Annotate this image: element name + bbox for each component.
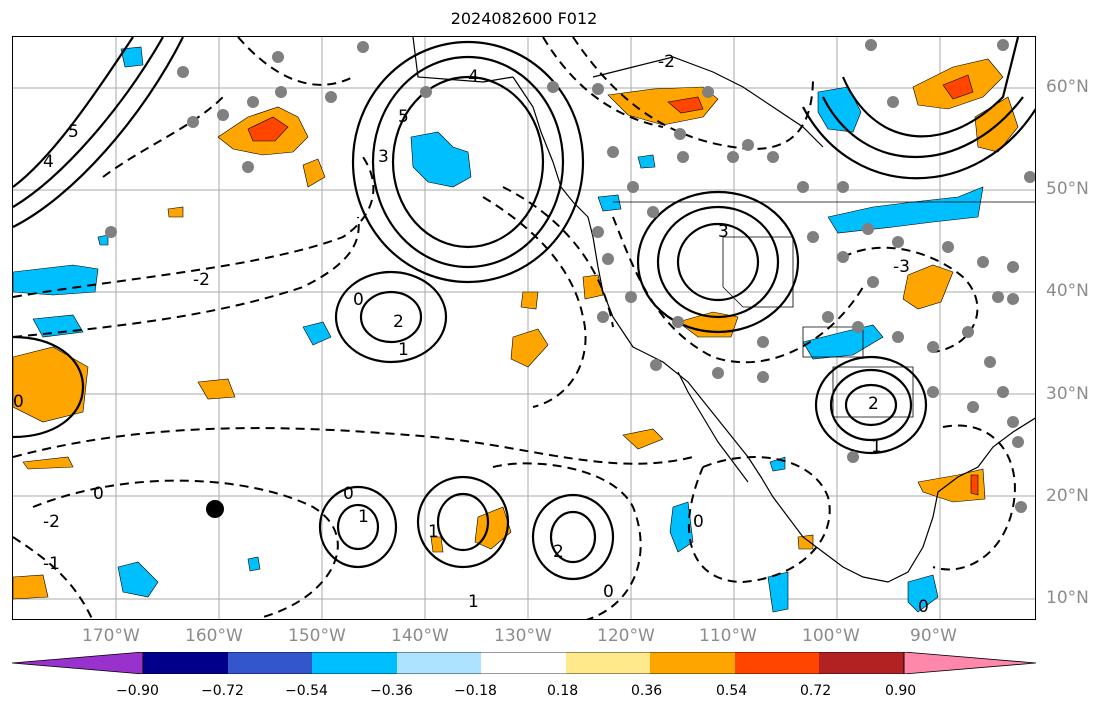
lon-label-170w: 170°W <box>82 626 140 646</box>
colorbar-tick: 0.54 <box>716 683 748 699</box>
colorbar-tick: 0.90 <box>885 683 917 699</box>
map-title: 2024082600 F012 <box>450 9 598 28</box>
lat-label-20n: 20°N <box>1046 486 1089 506</box>
colorbar-tick: −0.72 <box>201 683 244 699</box>
contour-label-0c: 0 <box>93 484 104 504</box>
lon-label-150w: 150°W <box>288 626 346 646</box>
coastlines <box>412 37 1035 583</box>
colorbar-bin <box>143 652 228 674</box>
lon-label-160w: 160°W <box>185 626 243 646</box>
colorbar-tick: −0.54 <box>285 683 328 699</box>
colorbar-tick: −0.90 <box>116 683 159 699</box>
contour-label-3: 3 <box>718 222 729 242</box>
contour-label-neg2b: -2 <box>43 512 60 532</box>
graticule <box>13 37 1035 619</box>
station-dots <box>105 39 1035 513</box>
lon-label-90w: 90°W <box>910 626 957 646</box>
lon-label-120w: 120°W <box>597 626 655 646</box>
contour-label-2: 2 <box>393 312 404 332</box>
colorbar-tick: −0.18 <box>454 683 497 699</box>
contour-label-1c: 1 <box>358 507 369 527</box>
lon-label-100w: 100°W <box>802 626 860 646</box>
colorbar-tick: 0.36 <box>631 683 663 699</box>
observation-marker <box>206 500 224 518</box>
lat-label-30n: 30°N <box>1046 384 1089 404</box>
colorbar-bin <box>312 652 397 674</box>
contour-label-2b: 2 <box>868 394 879 414</box>
contour-label-5: 5 <box>398 107 409 127</box>
lon-label-110w: 110°W <box>699 626 757 646</box>
colorbar-over-arrow <box>903 652 1036 674</box>
lat-label-50n: 50°N <box>1046 179 1089 199</box>
colorbar-bin <box>228 652 312 674</box>
lat-label-60n: 60°N <box>1046 77 1089 97</box>
map-canvas: 2 0 1 -2 3 2 1 5 4 3 5 4 0 1 1 2 0 -2 -1… <box>13 37 1035 619</box>
colorbar-tick: −0.36 <box>370 683 413 699</box>
negative-anomaly-shading <box>13 46 984 613</box>
contour-label-0: 0 <box>353 290 364 310</box>
contour-label-1e: 1 <box>468 592 479 612</box>
colorbar <box>12 652 1036 674</box>
lat-label-40n: 40°N <box>1046 281 1089 301</box>
colorbar-bin <box>481 652 566 674</box>
lon-label-130w: 130°W <box>494 626 552 646</box>
colorbar-tick: 0.72 <box>800 683 832 699</box>
colorbar-bin <box>819 652 904 674</box>
colorbar-tick: 0.18 <box>547 683 579 699</box>
contour-label-5b: 5 <box>68 122 79 142</box>
map-panel: 2 0 1 -2 3 2 1 5 4 3 5 4 0 1 1 2 0 -2 -1… <box>12 36 1036 620</box>
contour-label-4b: 4 <box>43 152 54 172</box>
contour-label-3b: 3 <box>378 147 389 167</box>
colorbar-bin <box>566 652 650 674</box>
colorbar-bin <box>650 652 735 674</box>
contour-label-0g: 0 <box>918 597 929 617</box>
contour-label-1d: 1 <box>428 522 439 542</box>
positive-anomaly-shading <box>13 58 1019 600</box>
contour-label-2c: 2 <box>553 542 564 562</box>
colorbar-under-arrow <box>12 652 144 674</box>
contour-label-0f: 0 <box>693 512 704 532</box>
contour-label-1: 1 <box>398 340 409 360</box>
colorbar-bin <box>735 652 819 674</box>
contour-label-neg3: -3 <box>893 257 910 277</box>
dashed-contours <box>13 37 1016 619</box>
solid-contours <box>13 37 1035 581</box>
contour-labels: 2 0 1 -2 3 2 1 5 4 3 5 4 0 1 1 2 0 -2 -1… <box>13 52 929 617</box>
contour-label-1b: 1 <box>871 437 882 457</box>
lat-label-10n: 10°N <box>1046 588 1089 608</box>
lon-label-140w: 140°W <box>391 626 449 646</box>
contour-label-neg2: -2 <box>193 270 210 290</box>
contour-label-0d: 0 <box>13 392 24 412</box>
contour-label-0e: 0 <box>603 582 614 602</box>
contour-label-neg1: -1 <box>43 554 60 574</box>
contour-label-0b: 0 <box>343 484 354 504</box>
contour-label-neg2c: -2 <box>658 52 675 72</box>
contour-label-4: 4 <box>468 67 479 87</box>
colorbar-bin <box>397 652 481 674</box>
